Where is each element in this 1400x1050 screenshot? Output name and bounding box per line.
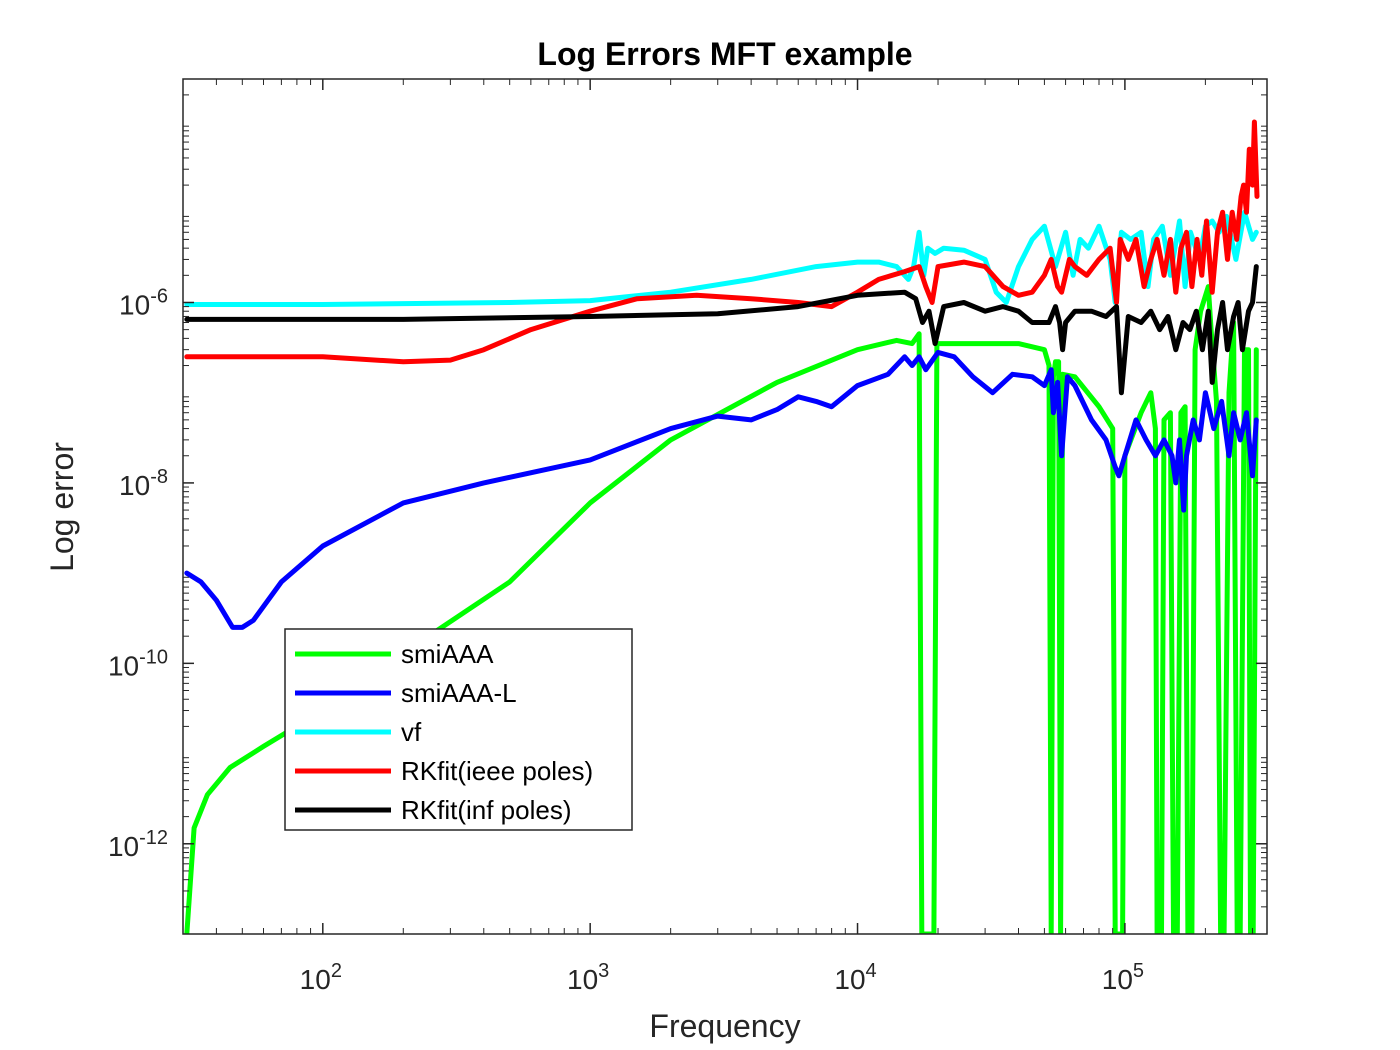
legend-label-0: smiAAA — [401, 639, 494, 669]
y-tick-label: 10-10 — [108, 646, 168, 681]
y-tick-labels: 10-12 10-10 10-8 10-6 — [108, 285, 168, 861]
x-tick-label: 103 — [567, 960, 609, 995]
y-axis-title: Log error — [44, 442, 80, 572]
y-tick-label: 10-12 — [108, 827, 168, 862]
y-tick-label: 10-8 — [119, 466, 168, 501]
legend: smiAAA smiAAA-L vf RKfit(ieee poles) RKfit(i… — [284, 628, 633, 831]
legend-label-4: RKfit(inf poles) — [401, 795, 572, 825]
major-ticks — [183, 79, 1267, 934]
legend-label-2: vf — [401, 717, 422, 747]
x-tick-labels: 102 103 104 105 — [300, 960, 1144, 995]
axes-box — [182, 78, 1268, 935]
chart-title: Log Errors MFT example — [537, 36, 912, 72]
x-axis-title: Frequency — [649, 1008, 800, 1044]
series-layer — [184, 119, 1260, 934]
x-tick-label: 105 — [1102, 960, 1144, 995]
x-tick-label: 102 — [300, 960, 342, 995]
series-line-0 — [184, 284, 1259, 934]
series-line-4 — [184, 264, 1259, 396]
legend-label-1: smiAAA-L — [401, 678, 517, 708]
x-tick-label: 104 — [834, 960, 876, 995]
y-tick-label: 10-6 — [119, 285, 168, 320]
legend-label-3: RKfit(ieee poles) — [401, 756, 593, 786]
series-line-1 — [184, 349, 1259, 630]
